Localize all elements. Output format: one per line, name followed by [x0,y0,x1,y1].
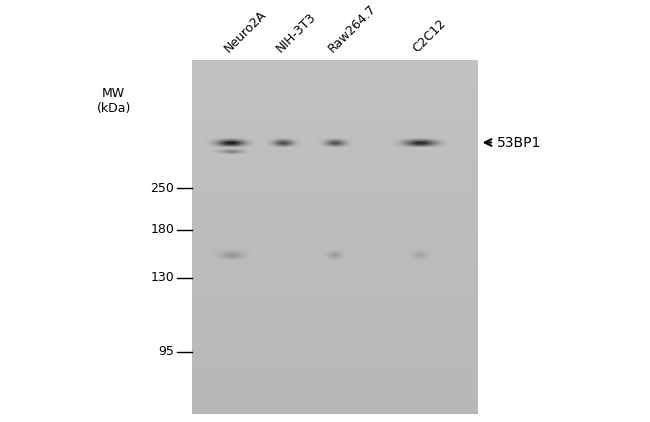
Text: C2C12: C2C12 [410,17,448,55]
Text: MW
(kDa): MW (kDa) [97,87,131,115]
Text: 250: 250 [150,181,174,195]
Text: 130: 130 [150,271,174,284]
Text: 95: 95 [159,345,174,358]
Text: Raw264.7: Raw264.7 [326,2,379,55]
Text: 53BP1: 53BP1 [497,135,541,149]
Text: 180: 180 [150,224,174,236]
Text: NIH-3T3: NIH-3T3 [274,10,318,55]
Text: Neuro2A: Neuro2A [222,8,269,55]
